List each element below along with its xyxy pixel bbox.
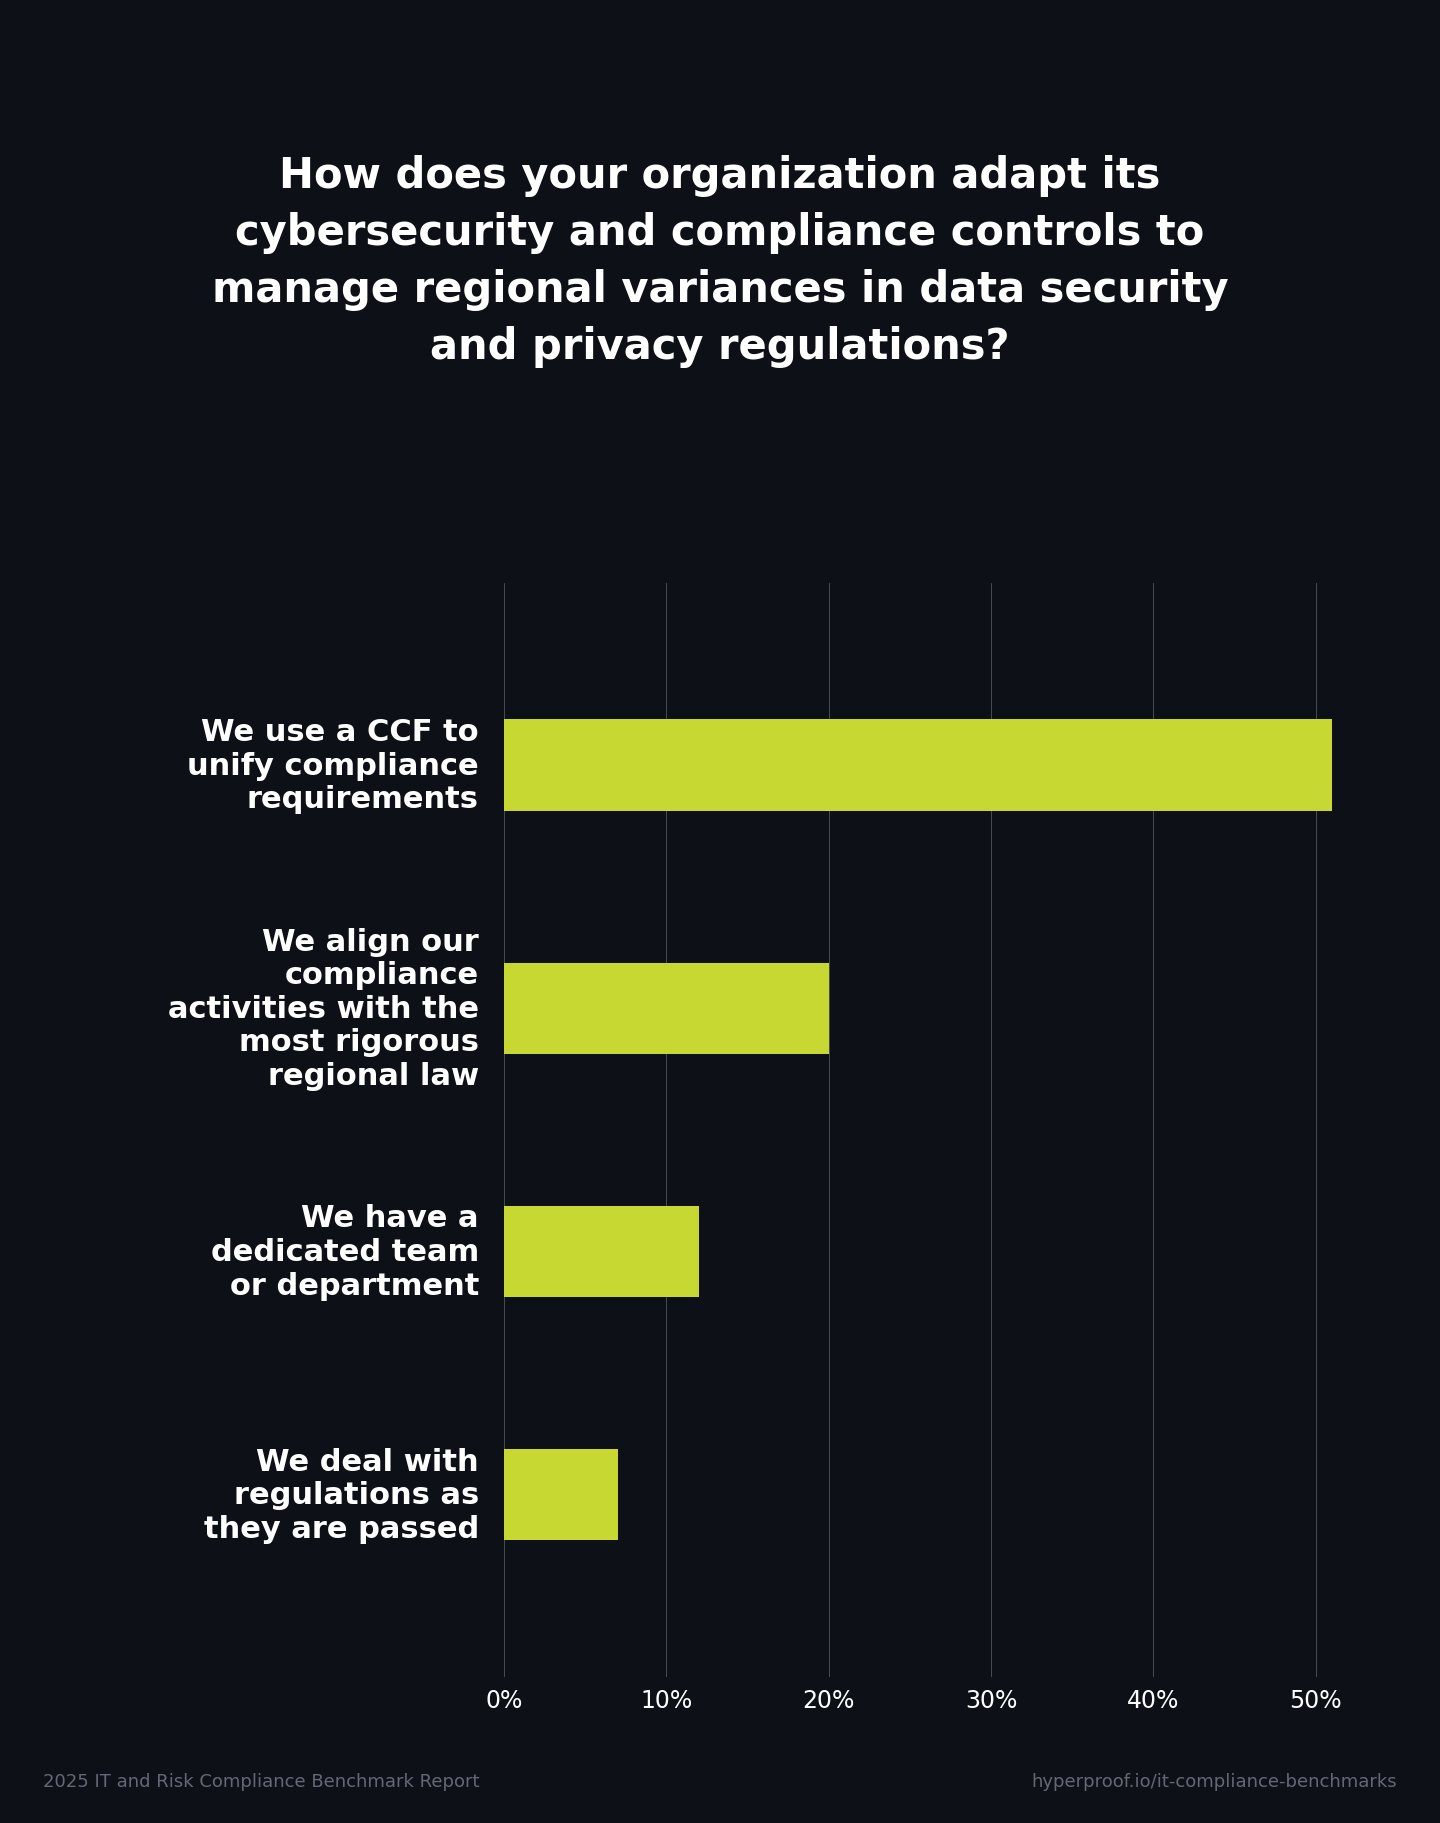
Bar (504, 963, 828, 1054)
Bar (504, 1207, 698, 1298)
Text: hyperproof.io/it-compliance-benchmarks: hyperproof.io/it-compliance-benchmarks (1031, 1772, 1397, 1790)
Bar (504, 1449, 618, 1540)
Bar (504, 720, 1332, 811)
Text: How does your organization adapt its
cybersecurity and compliance controls to
ma: How does your organization adapt its cyb… (212, 155, 1228, 368)
Text: 2025 IT and Risk Compliance Benchmark Report: 2025 IT and Risk Compliance Benchmark Re… (43, 1772, 480, 1790)
